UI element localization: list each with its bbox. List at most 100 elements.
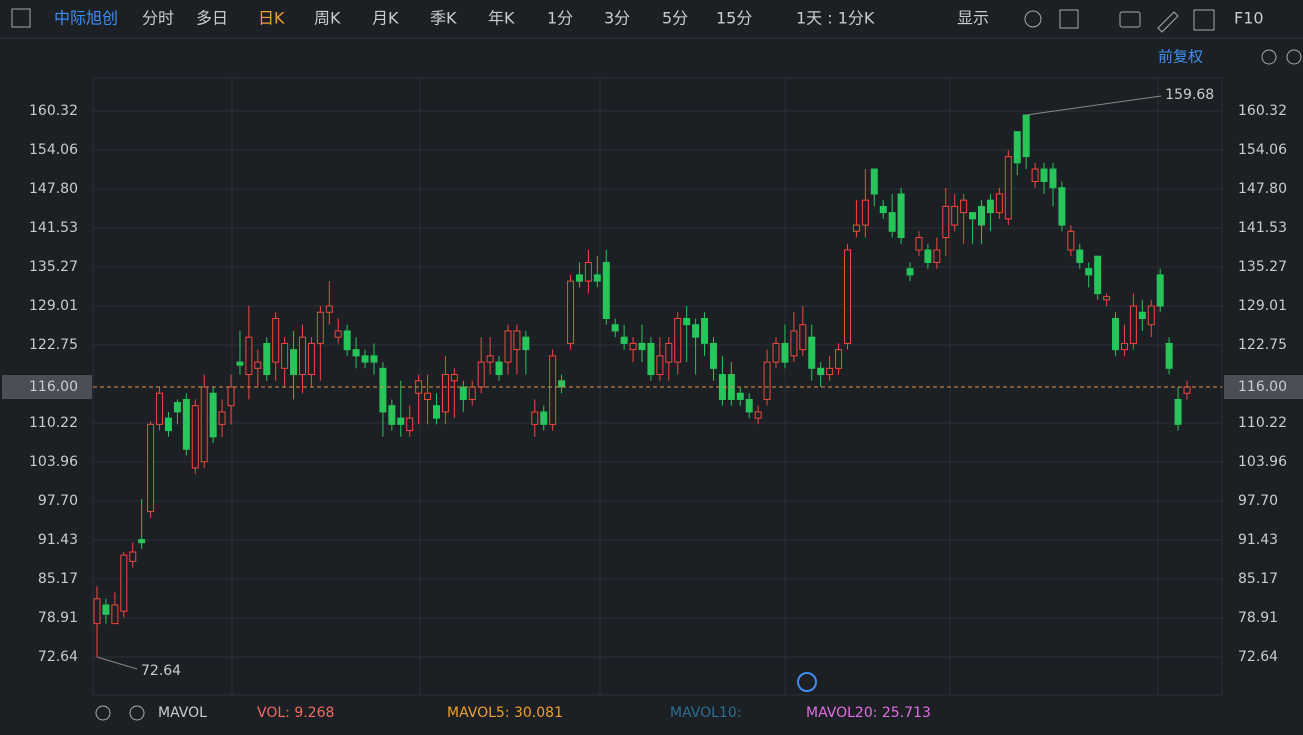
candle-body	[182, 398, 190, 450]
draw-icon[interactable]	[1157, 11, 1179, 33]
candle-body	[611, 324, 619, 332]
adjust-button[interactable]: 前复权	[1158, 48, 1203, 66]
mavol5-value: MAVOL5: 30.081	[447, 705, 563, 721]
min-pointer	[96, 656, 138, 670]
y-tick-label: 91.43	[38, 532, 78, 548]
y-tick-label: 72.64	[38, 649, 78, 665]
camera-icon[interactable]	[1119, 11, 1141, 28]
last-price-label: 116.00	[29, 379, 78, 395]
period-tab[interactable]: 日K	[258, 9, 285, 28]
candle-body	[978, 205, 986, 226]
y-tick-label-right: 91.43	[1238, 532, 1278, 548]
candle-body	[754, 411, 762, 419]
candle-body	[433, 405, 441, 419]
candle-body	[361, 355, 369, 363]
candle-body	[531, 411, 539, 425]
candle-body	[424, 392, 432, 400]
candle-body	[129, 551, 137, 562]
settings-icon[interactable]	[1024, 10, 1042, 28]
indicator-settings[interactable]	[95, 705, 111, 721]
toolbar-icons	[1024, 9, 1302, 65]
indicator-name[interactable]: MAVOL	[158, 705, 207, 721]
candle-body	[290, 349, 298, 376]
mavol20-value: MAVOL20: 25.713	[806, 705, 931, 721]
min-label: 72.64	[141, 663, 181, 679]
period-tab[interactable]: 周K	[314, 9, 341, 28]
candle-body	[468, 386, 476, 400]
candle-body	[156, 392, 164, 425]
period-tab[interactable]: 3分	[604, 9, 630, 28]
period-tab[interactable]: 月K	[372, 9, 399, 28]
stock-name[interactable]: 中际旭创	[54, 9, 118, 28]
y-tick-label-right: 78.91	[1238, 610, 1278, 626]
candle-body	[1076, 249, 1084, 263]
period-tab[interactable]: 1分	[547, 9, 573, 28]
y-tick-label: 110.22	[29, 415, 78, 431]
candle-body	[406, 417, 414, 432]
candle-body	[236, 361, 244, 366]
candle-body	[736, 392, 744, 400]
candle-body	[745, 398, 753, 413]
sidebar-toggle[interactable]	[11, 8, 31, 28]
candle-body	[370, 355, 378, 363]
candle-body	[1112, 317, 1120, 351]
f10-button[interactable]: F10	[1234, 9, 1264, 28]
candle-body	[665, 342, 673, 363]
candle-body	[558, 380, 566, 388]
candle-body	[227, 386, 235, 407]
candle-body	[352, 349, 360, 357]
candle-body	[772, 342, 780, 363]
candle-body	[504, 330, 512, 363]
locate-icon[interactable]	[797, 672, 817, 692]
color-icon[interactable]	[1059, 9, 1079, 29]
y-tick-label-right: 129.01	[1238, 298, 1287, 314]
last-price-box	[2, 374, 92, 399]
candle-body	[111, 604, 119, 625]
candle-body	[397, 417, 405, 425]
period-tab[interactable]: 季K	[430, 9, 457, 28]
candle-body	[441, 374, 449, 413]
candle-body	[584, 261, 592, 282]
candle-body	[477, 361, 485, 388]
y-tick-label-right: 154.06	[1238, 142, 1287, 158]
candle-body	[325, 305, 333, 313]
period-tab[interactable]: 15分	[716, 9, 752, 28]
candle-body	[298, 336, 306, 376]
y-tick-label: 103.96	[29, 454, 78, 470]
candle-body	[629, 342, 637, 351]
indicator-close[interactable]	[129, 705, 145, 721]
y-tick-label-right: 135.27	[1238, 259, 1287, 275]
last-price-box-right	[1224, 374, 1303, 399]
period-tab[interactable]: 多日	[196, 9, 228, 28]
candle-body	[1013, 131, 1021, 164]
candle-body	[897, 193, 905, 239]
candle-body	[763, 361, 771, 400]
candle-body	[191, 405, 199, 469]
y-tick-label-right: 72.64	[1238, 649, 1278, 665]
zoom-out-icon[interactable]	[1261, 49, 1277, 65]
candle-body	[701, 317, 709, 344]
period-select[interactable]: 1天 : 1分K	[796, 9, 875, 28]
candle-body	[1183, 386, 1191, 394]
candle-body	[495, 361, 503, 376]
display-menu[interactable]: 显示	[957, 9, 989, 28]
candle-body	[1147, 305, 1155, 326]
period-tab[interactable]: 分时	[142, 9, 174, 28]
candle-body	[638, 342, 646, 351]
zoom-in-icon[interactable]	[1286, 49, 1302, 65]
last-price-label-right: 116.00	[1238, 379, 1287, 395]
candle-body	[602, 261, 610, 319]
candle-body	[1067, 230, 1075, 251]
candle-body	[674, 317, 682, 363]
fullscreen-icon[interactable]	[1193, 9, 1215, 31]
candle-body	[567, 280, 575, 344]
y-tick-label-right: 97.70	[1238, 493, 1278, 509]
candle-body	[486, 355, 494, 363]
candle-body	[307, 342, 315, 376]
candle-body	[790, 330, 798, 357]
candle-body	[575, 274, 583, 282]
candle-body	[870, 168, 878, 195]
candle-body	[164, 417, 172, 432]
period-tab[interactable]: 5分	[662, 9, 688, 28]
period-tab[interactable]: 年K	[488, 9, 515, 28]
